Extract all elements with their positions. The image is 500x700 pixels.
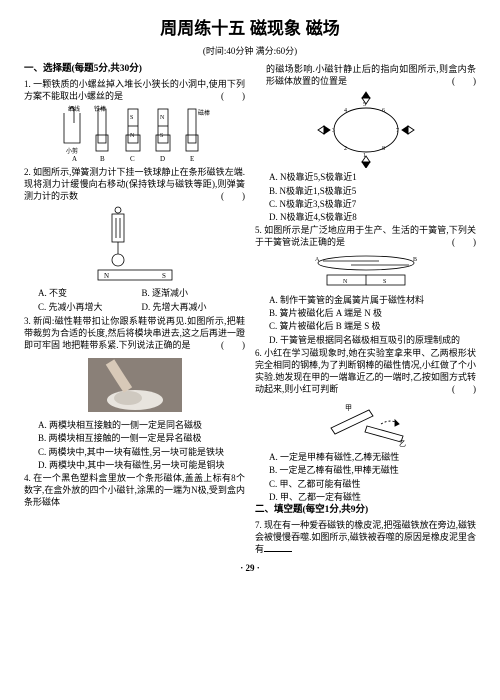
question-7: 7. 现在有一种爱吞磁铁的橡皮泥,把强磁铁放在旁边,磁铁会被慢慢吞噬.如图所示,… [255,519,476,555]
q2-optA: A. 不变 [38,287,142,299]
q5-options: A. 制作干簧管的金属簧片属于磁性材料 B. 簧片被磁化后 A 端是 N 极 C… [255,294,476,346]
q2-paren: ( ) [221,190,245,202]
section-a-head: 一、选择题(每题5分,共30分) [24,63,245,76]
svg-text:甲: 甲 [345,404,352,412]
page-title: 周周练十五 磁现象 磁场 [24,18,476,41]
q1-figure: 细线 小剪 铁棒 S N N S 磁棒 [24,105,245,163]
svg-text:B: B [100,155,105,163]
svg-text:B: B [413,257,417,263]
svg-text:乙: 乙 [399,440,406,448]
svg-text:C: C [130,155,135,163]
svg-text:S: S [160,133,163,139]
svg-text:N: N [104,272,109,280]
q2-figure: N S [24,206,245,284]
svg-text:N: N [130,133,135,139]
svg-text:2: 2 [344,146,347,152]
svg-text:E: E [190,155,194,163]
svg-text:S: S [130,115,133,121]
svg-text:6: 6 [382,108,385,114]
q6-paren: ( ) [452,383,476,395]
svg-text:小剪: 小剪 [66,147,78,155]
q4-optA: A. N极靠近5,S极靠近1 [269,171,476,183]
svg-text:细线: 细线 [68,105,80,113]
svg-text:4: 4 [344,108,347,114]
svg-text:磁棒: 磁棒 [198,109,210,117]
q5-optB: B. 簧片被磁化后 A 端是 N 极 [269,307,476,319]
q3-optB: B. 两模块相互接触的一侧一定是异名磁极 [38,432,245,444]
q2-optD: D. 先增大再减小 [142,301,246,313]
q2-optB: B. 逐渐减小 [142,287,246,299]
q3-options: A. 两模块相互接触的一侧一定是同名磁极 B. 两模块相互接触的一侧一定是异名磁… [24,419,245,471]
q3-optC: C. 两模块中,其中一块有磁性,另一块可能是铁块 [38,446,245,458]
svg-text:8: 8 [382,146,385,152]
q7-blank [264,543,292,552]
q4-figure: 5 6 7 8 1 2 3 4 [255,90,476,168]
q4-optD: D. N极靠近4,S极靠近8 [269,211,476,223]
q3-optA: A. 两模块相互接触的一侧一定是同名磁极 [38,419,245,431]
svg-text:7: 7 [396,128,399,134]
q4-text: 4. 在一个黑色塑料盒里放一个条形磁体,盖盖上标有8个数字,在盒外放的四个小磁针… [24,473,245,507]
left-column: 一、选择题(每题5分,共30分) 1. 一颗铁质的小螺丝掉入堆长小狭长的小洞中,… [24,63,245,558]
svg-text:A: A [315,257,320,263]
q3-text: 3. 新闻:磁性鞋带扣让你跟系鞋带说再见.如图所示,把鞋带裁剪为合适的长度,然后… [24,316,245,350]
q5-optD: D. 干簧管是根据同名磁极相互吸引的原理制成的 [269,334,476,346]
q6-figure: 甲 乙 [255,398,476,448]
svg-text:铁棒: 铁棒 [94,105,106,113]
svg-text:D: D [160,155,165,163]
question-3: 3. 新闻:磁性鞋带扣让你跟系鞋带说再见.如图所示,把鞋带裁剪为合适的长度,然后… [24,315,245,351]
svg-text:S: S [162,272,166,280]
q3-paren: ( ) [221,339,245,351]
q5-paren: ( ) [452,236,476,248]
svg-text:N: N [160,115,165,121]
q4-optB: B. N极靠近1,S极靠近5 [269,185,476,197]
q6-text: 6. 小红在学习磁现象时,她在实验室拿来甲、乙两根形状完全相同的钢棒,为了判断钢… [255,348,476,394]
q6-optB: B. 一定是乙棒有磁性,甲棒无磁性 [269,464,476,476]
question-5: 5. 如图所示是广泛地应用于生产、生活的干簧管,下列关于干簧管说法正确的是 ( … [255,224,476,248]
svg-text:S: S [383,279,386,285]
question-1: 1. 一颗铁质的小螺丝掉入堆长小狭长的小洞中,使用下列方案不能取出小螺丝的是 (… [24,78,245,102]
q4-optC: C. N极靠近3,S极靠近7 [269,198,476,210]
q2-optC: C. 先减小再增大 [38,301,142,313]
page-subtitle: (时间:40分钟 满分:60分) [24,45,476,57]
q5-figure: A B N S [255,251,476,291]
question-2: 2. 如图所示,弹簧测力计下挂一铁球静止在条形磁铁左端.现将测力计缓慢向右移动(… [24,166,245,202]
question-6: 6. 小红在学习磁现象时,她在实验室拿来甲、乙两根形状完全相同的钢棒,为了判断钢… [255,347,476,396]
q4-cont: 的磁场影响.小磁针静止后的指向如图所示,则盒内条形磁体放置的位置是 ( ) [255,63,476,87]
svg-text:A: A [72,155,77,163]
q1-text: 1. 一颗铁质的小螺丝掉入堆长小狭长的小洞中,使用下列方案不能取出小螺丝的是 [24,79,245,101]
question-4: 4. 在一个黑色塑料盒里放一个条形磁体,盖盖上标有8个数字,在盒外放的四个小磁针… [24,472,245,508]
svg-text:N: N [343,279,348,285]
q1-paren: ( ) [221,90,245,102]
q5-optC: C. 簧片被磁化后 B 端是 S 极 [269,320,476,332]
q4-options: A. N极靠近5,S极靠近1 B. N极靠近1,S极靠近5 C. N极靠近3,S… [255,171,476,223]
q6-optA: A. 一定是甲棒有磁性,乙棒无磁性 [269,451,476,463]
q6-options: A. 一定是甲棒有磁性,乙棒无磁性 B. 一定是乙棒有磁性,甲棒无磁性 C. 甲… [255,451,476,503]
q3-figure [24,354,245,416]
q2-options: A. 不变 B. 逐渐减小 C. 先减小再增大 D. 先增大再减小 [24,287,245,314]
svg-text:3: 3 [332,128,335,134]
right-column: 的磁场影响.小磁针静止后的指向如图所示,则盒内条形磁体放置的位置是 ( ) 5 … [255,63,476,558]
q3-optD: D. 两模块中,其中一块有磁性,另一块可能是铜块 [38,459,245,471]
section-b-head: 二、填空题(每空1分,共9分) [255,504,476,517]
page-number: · 29 · [24,562,476,574]
q6-optC: C. 甲、乙都可能有磁性 [269,478,476,490]
q5-optA: A. 制作干簧管的金属簧片属于磁性材料 [269,294,476,306]
q5-text: 5. 如图所示是广泛地应用于生产、生活的干簧管,下列关于干簧管说法正确的是 [255,225,476,247]
content-columns: 一、选择题(每题5分,共30分) 1. 一颗铁质的小螺丝掉入堆长小狭长的小洞中,… [24,63,476,558]
q2-text: 2. 如图所示,弹簧测力计下挂一铁球静止在条形磁铁左端.现将测力计缓慢向右移动(… [24,167,245,201]
q6-optD: D. 甲、乙都一定有磁性 [269,491,476,503]
q4-paren: ( ) [452,75,476,87]
